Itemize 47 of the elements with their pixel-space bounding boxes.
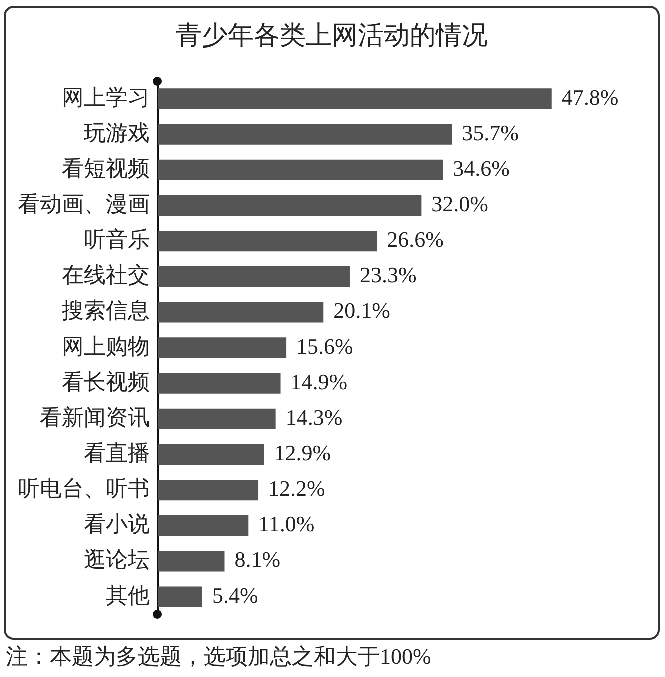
- y-tick-label: 看长视频: [62, 369, 150, 394]
- y-tick-label: 听电台、听书: [18, 476, 150, 502]
- bar: [158, 586, 202, 608]
- text: 注：本题为多选题，选项加总之和大于100%: [6, 643, 432, 671]
- bar: [158, 408, 276, 430]
- y-tick-label: 搜索信息: [62, 298, 150, 324]
- data-label: 20.1%: [334, 298, 390, 324]
- bar: [158, 480, 259, 501]
- data-label: 14.9%: [290, 369, 348, 394]
- y-tick-label: 网上学习: [62, 84, 150, 110]
- data-label: 32.0%: [432, 191, 489, 216]
- data-label: 12.2%: [268, 476, 326, 502]
- y-tick-label: 看直播: [84, 440, 150, 466]
- y-tick-label: 逛论坛: [84, 547, 150, 572]
- data-label: 5.4%: [212, 582, 258, 608]
- bar: [158, 160, 444, 180]
- data-label: 47.8%: [562, 84, 619, 110]
- data-label: 12.9%: [274, 440, 332, 466]
- bar: [158, 338, 287, 358]
- y-tick-label: 玩游戏: [84, 120, 150, 146]
- y-tick-label: 看小说: [84, 512, 150, 537]
- bar: [158, 516, 249, 536]
- data-label: 23.3%: [360, 262, 417, 288]
- bar: [158, 551, 225, 572]
- bar: [158, 124, 452, 145]
- data-label: 14.3%: [286, 404, 343, 430]
- bar: [158, 444, 264, 466]
- data-label: 8.1%: [234, 547, 281, 572]
- bar: [158, 88, 552, 110]
- y-tick-label: 在线社交: [62, 262, 150, 288]
- data-label: 34.6%: [453, 156, 510, 181]
- y-tick-label: 看新闻资讯: [40, 404, 150, 430]
- bar: [158, 230, 378, 252]
- y-tick-label: 其他: [106, 582, 150, 608]
- y-tick-label: 看动画、漫画: [18, 191, 150, 216]
- data-label: 11.0%: [258, 512, 315, 537]
- y-tick-label: 看短视频: [62, 156, 150, 181]
- bar: [158, 266, 350, 288]
- chart-title: 青少年各类上网活动的情况: [175, 20, 489, 52]
- bar: [158, 195, 422, 216]
- bar: [158, 302, 324, 323]
- y-tick-label: 听音乐: [84, 227, 150, 252]
- y-tick-label: 网上购物: [62, 334, 150, 359]
- bar: [158, 373, 281, 394]
- data-label: 26.6%: [387, 227, 444, 252]
- data-label: 35.7%: [462, 120, 519, 146]
- data-label: 15.6%: [296, 334, 354, 359]
